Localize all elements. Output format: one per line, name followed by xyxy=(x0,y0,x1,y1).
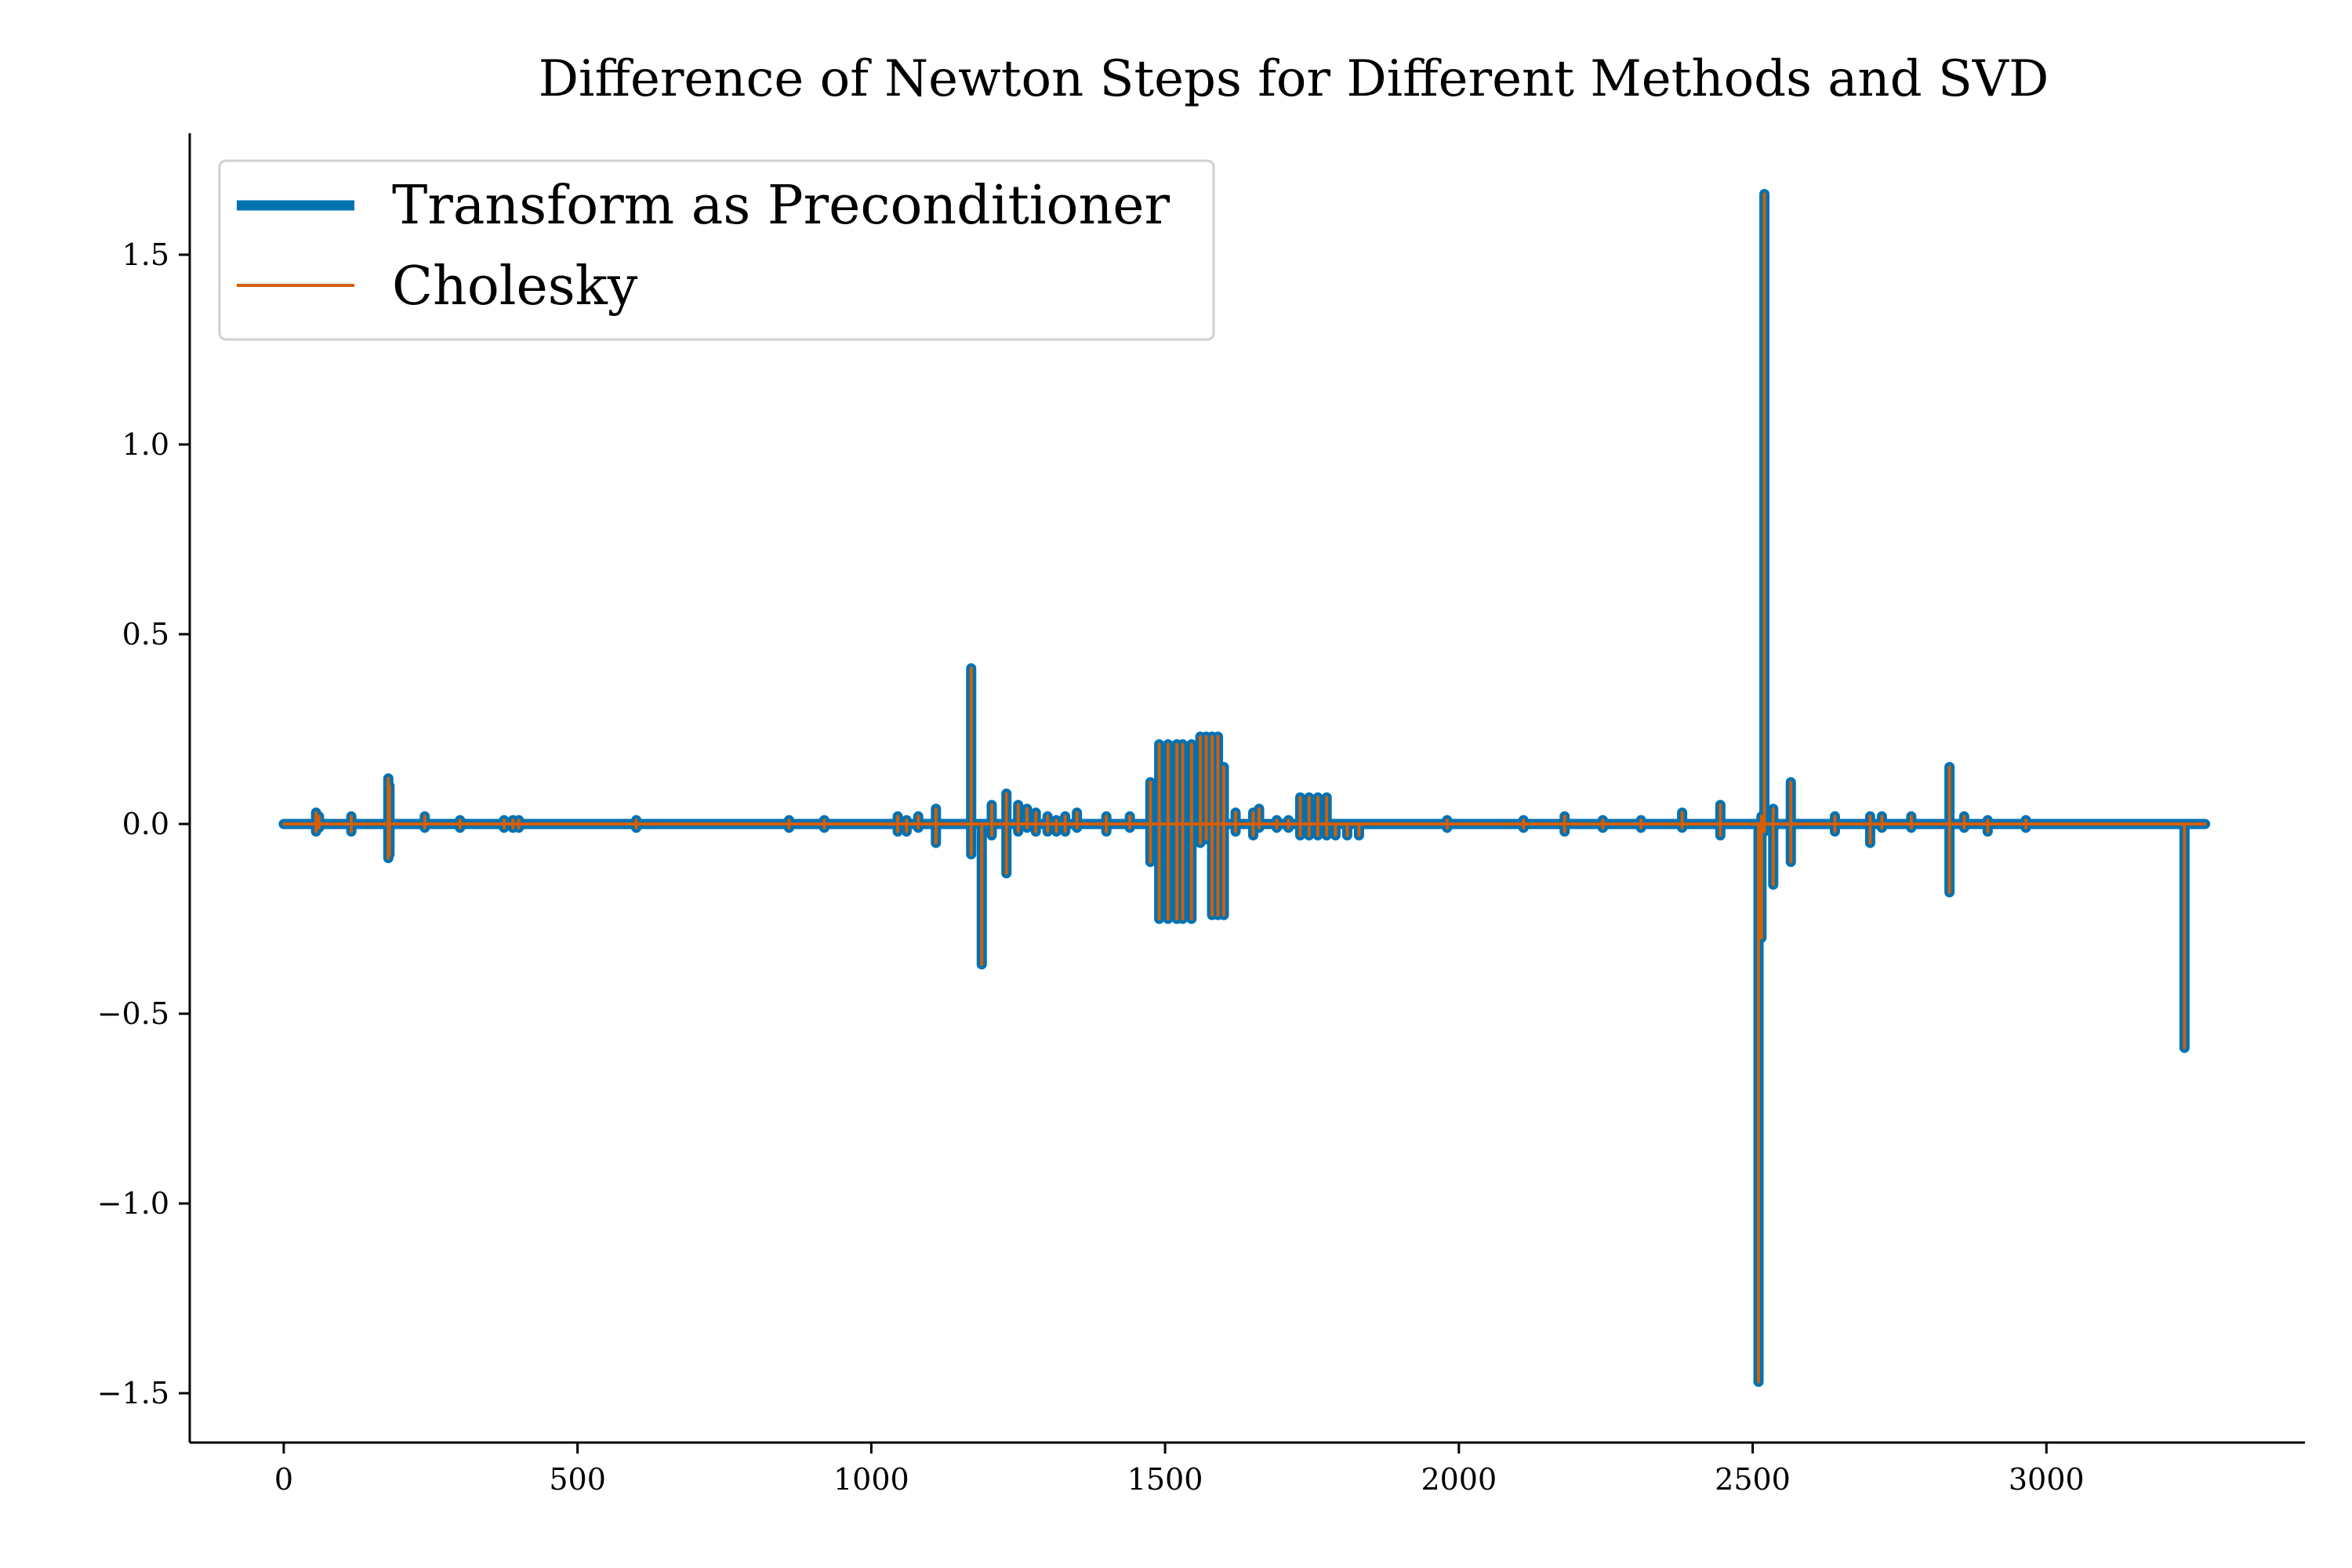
axes: 0 500 1000 1500 2000 2500 3000 −1.5 −1.0 −0.5 0.0 0… xyxy=(97,133,2305,1497)
legend-label-transform: Transform as Preconditioner xyxy=(392,175,1171,237)
legend-box xyxy=(218,159,1215,341)
y-tick-label: 1.0 xyxy=(122,427,169,462)
legend-label-cholesky: Cholesky xyxy=(392,256,638,318)
x-tick-label: 1500 xyxy=(1127,1462,1203,1497)
plot-area xyxy=(278,188,2211,1388)
y-tick-label: 0.5 xyxy=(122,617,169,652)
y-tick-label: −1.5 xyxy=(97,1376,169,1410)
series-line-0 xyxy=(278,188,2211,1388)
x-tick-label: 1000 xyxy=(833,1462,909,1497)
x-tick-label: 0 xyxy=(274,1462,293,1497)
y-tick-label: 1.5 xyxy=(122,238,169,272)
x-tick-label: 2000 xyxy=(1421,1462,1497,1497)
x-tick-label: 3000 xyxy=(2009,1462,2085,1497)
chart-title: Difference of Newton Steps for Different… xyxy=(539,50,2049,108)
y-tick-label: −1.0 xyxy=(97,1186,169,1221)
legend: Transform as Preconditioner Cholesky xyxy=(218,159,1215,341)
x-tick-label: 500 xyxy=(549,1462,606,1497)
series-line-1 xyxy=(281,192,2207,1384)
y-tick-label: 0.0 xyxy=(122,807,169,841)
y-tick-label: −0.5 xyxy=(97,996,169,1031)
x-tick-label: 2500 xyxy=(1715,1462,1791,1497)
